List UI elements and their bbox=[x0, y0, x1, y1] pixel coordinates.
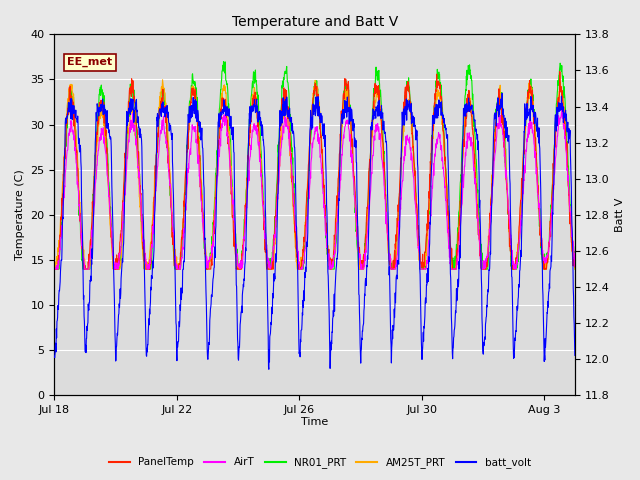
Y-axis label: Batt V: Batt V bbox=[615, 198, 625, 232]
Y-axis label: Temperature (C): Temperature (C) bbox=[15, 169, 25, 260]
Legend: PanelTemp, AirT, NR01_PRT, AM25T_PRT, batt_volt: PanelTemp, AirT, NR01_PRT, AM25T_PRT, ba… bbox=[105, 453, 535, 472]
Title: Temperature and Batt V: Temperature and Batt V bbox=[232, 15, 397, 29]
Text: EE_met: EE_met bbox=[67, 57, 113, 67]
X-axis label: Time: Time bbox=[301, 417, 328, 427]
